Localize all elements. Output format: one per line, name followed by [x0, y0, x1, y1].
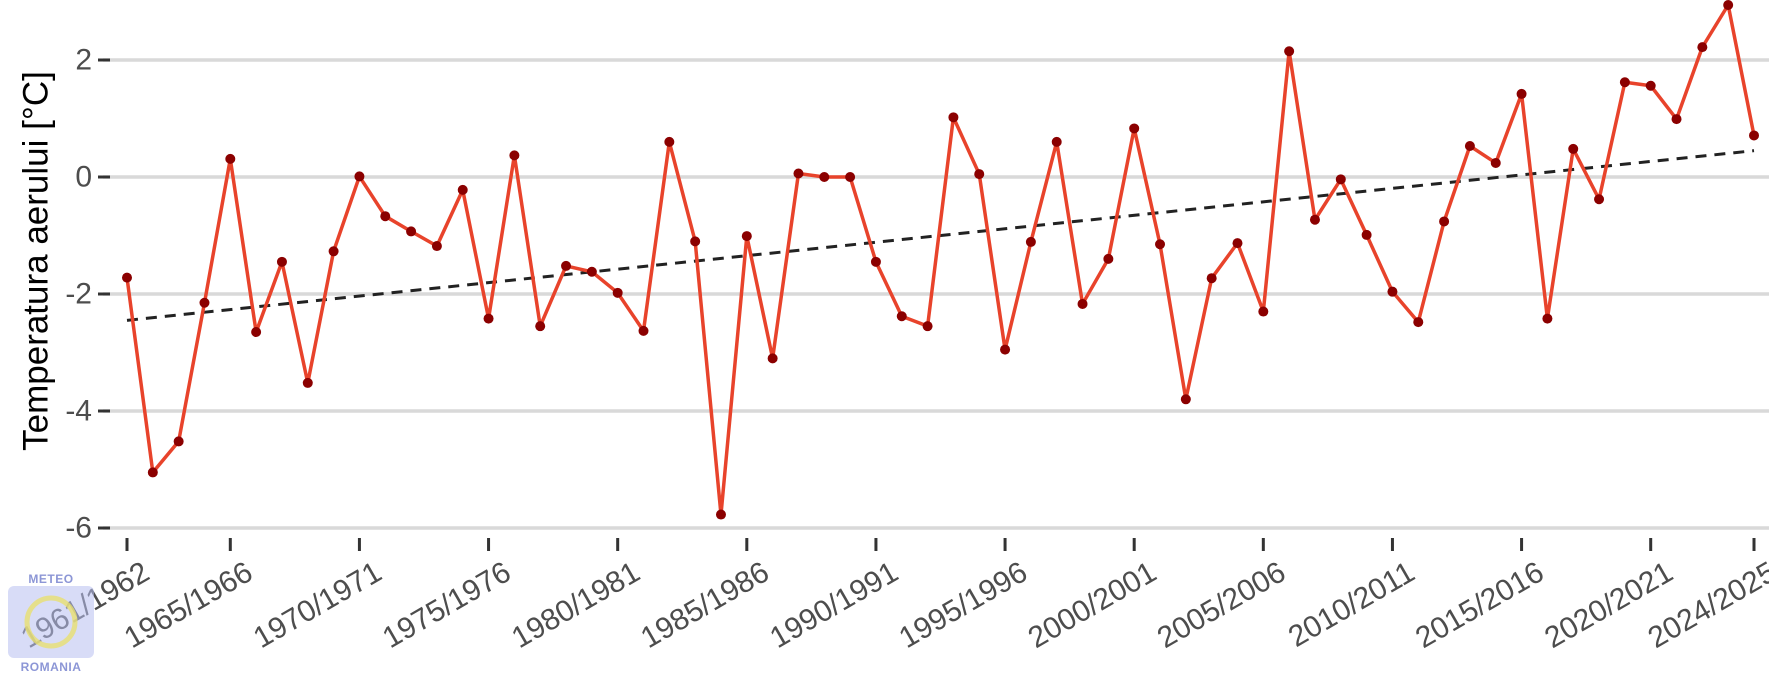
grid-lines: [103, 58, 1769, 530]
data-point: [612, 287, 623, 298]
data-point: [1542, 313, 1553, 324]
data-point: [122, 272, 132, 283]
y-tick-label: 2: [75, 44, 92, 77]
data-point: [1155, 239, 1166, 250]
data-point: [1619, 77, 1630, 88]
x-tick-label: 1995/1996: [894, 555, 1033, 654]
data-point: [922, 321, 933, 332]
data-point: [1645, 80, 1656, 91]
y-tick-label: -4: [65, 395, 92, 428]
x-tick-label: 2005/2006: [1152, 555, 1291, 654]
data-point: [276, 256, 287, 267]
data-point: [896, 311, 907, 322]
x-tick-label: 2010/2011: [1283, 555, 1420, 653]
data-point: [1077, 298, 1088, 309]
data-point: [819, 172, 830, 182]
data-point: [354, 171, 365, 182]
x-tick-label: 2000/2001: [1023, 555, 1162, 654]
data-point: [1594, 194, 1605, 205]
y-axis-label: Temperatura aerului [°C]: [16, 71, 55, 451]
data-point: [328, 246, 339, 257]
data-point: [1051, 136, 1062, 147]
data-point: [302, 377, 313, 388]
data-point: [1671, 114, 1682, 125]
series-line-group: [125, 3, 1756, 517]
data-point: [870, 256, 881, 267]
series-line: [125, 3, 1756, 517]
y-tick-label: -2: [65, 278, 92, 311]
data-point: [483, 313, 494, 324]
logo-badge: [8, 586, 94, 658]
data-points: [122, 0, 1759, 520]
data-point: [561, 260, 572, 271]
data-point: [380, 211, 391, 222]
data-point: [1258, 306, 1269, 317]
data-point: [1723, 0, 1734, 11]
data-point: [1361, 229, 1372, 240]
data-point: [1335, 174, 1346, 185]
data-point: [225, 153, 236, 164]
data-point: [1439, 216, 1450, 227]
data-point: [1749, 130, 1759, 141]
data-point: [1232, 238, 1243, 249]
data-point: [1206, 273, 1217, 284]
data-point: [793, 168, 804, 179]
x-tick-label: 1980/1981: [506, 555, 645, 654]
logo-top-text: METEO: [28, 572, 73, 586]
x-tick-label: 1975/1976: [377, 555, 516, 654]
data-point: [1697, 42, 1708, 53]
x-tick-label: 1970/1971: [248, 555, 387, 654]
x-tick-label: 1985/1986: [635, 555, 774, 654]
data-point: [1180, 394, 1191, 405]
data-point: [1129, 123, 1140, 134]
data-point: [638, 325, 649, 336]
data-point: [690, 236, 701, 247]
x-tick-label: 1990/1991: [765, 555, 904, 654]
data-point: [199, 297, 210, 308]
data-point: [1025, 236, 1036, 247]
data-point: [147, 467, 158, 478]
data-point: [974, 169, 985, 180]
data-point: [1000, 344, 1011, 355]
data-point: [1516, 88, 1527, 99]
data-point: [251, 327, 262, 338]
y-tick-label: -6: [65, 512, 92, 545]
data-point: [1387, 286, 1398, 297]
data-point: [173, 436, 184, 447]
data-point: [1464, 140, 1475, 151]
data-point: [845, 172, 856, 182]
x-tick-label: 2015/2016: [1410, 555, 1549, 654]
data-point: [767, 353, 778, 364]
data-point: [715, 509, 726, 520]
data-point: [457, 184, 468, 195]
y-tick-label: 0: [75, 161, 92, 194]
data-point: [431, 241, 442, 252]
data-point: [406, 226, 417, 237]
data-point: [1103, 253, 1114, 264]
data-point: [1568, 143, 1579, 154]
data-point: [535, 321, 546, 332]
data-point: [664, 136, 675, 147]
logo-sun-icon: [24, 595, 78, 649]
data-point: [1309, 214, 1320, 225]
data-point: [1490, 157, 1501, 168]
data-point: [1284, 46, 1295, 57]
data-point: [741, 231, 752, 242]
logo-bottom-text: ROMANIA: [21, 660, 82, 674]
data-point: [586, 266, 597, 277]
data-point: [1413, 317, 1424, 328]
data-point: [948, 112, 959, 123]
data-point: [509, 150, 520, 161]
meteo-romania-logo: METEO ROMANIA: [8, 572, 94, 674]
